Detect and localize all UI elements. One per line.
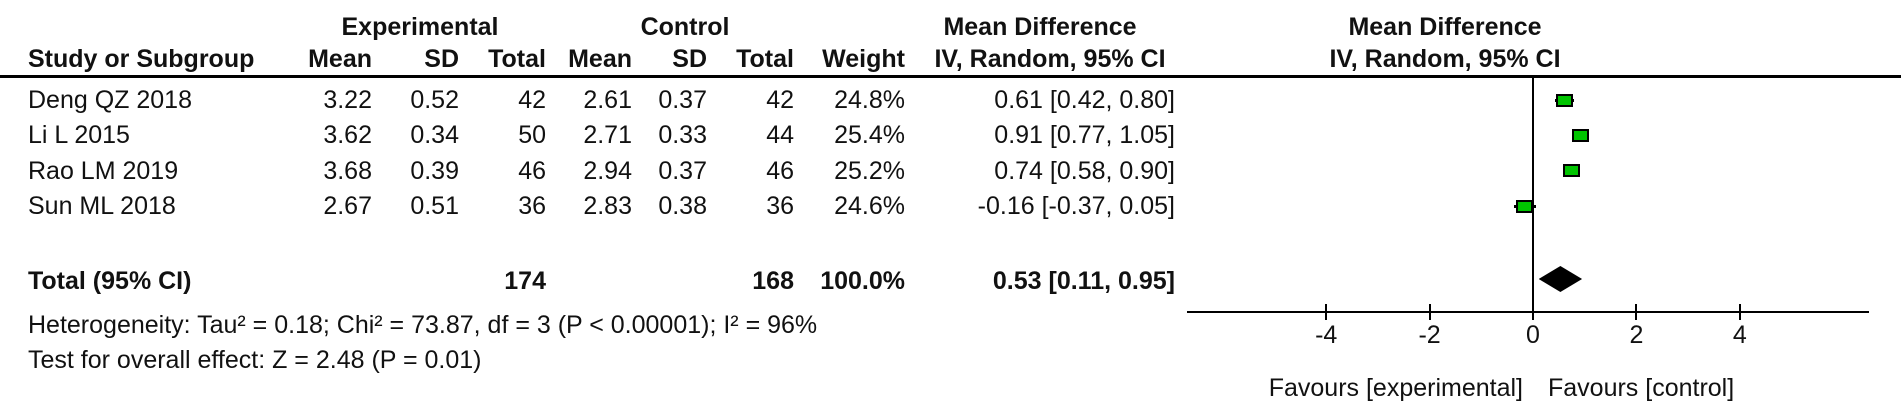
pooled-effect-diamond: [1538, 266, 1583, 292]
axis-label-favours-experimental: Favours [experimental]: [1268, 374, 1523, 402]
cell-weight: 25.4%: [834, 121, 905, 150]
x-axis-tick: [1738, 304, 1741, 320]
cell-mean-experimental: 3.22: [323, 86, 372, 114]
header-mean-experimental: Mean: [308, 45, 372, 73]
cell-mean-control: 2.83: [583, 192, 632, 221]
total-row: Total (95% CI) 174 168 100.0% 0.53 [0.11…: [0, 264, 1901, 298]
total-weight: 100.0%: [820, 267, 905, 295]
column-group-control: Control: [640, 13, 730, 41]
cell-total-experimental: 50: [518, 121, 546, 150]
overall-effect-note: Test for overall effect: Z = 2.48 (P = 0…: [28, 346, 482, 374]
column-group-experimental: Experimental: [341, 13, 499, 41]
cell-total-control: 44: [766, 121, 794, 150]
cell-sd-control: 0.38: [658, 192, 707, 221]
table-row: Li L 2015 3.62 0.34 50 2.71 0.33 44 25.4% 0.91 […: [0, 118, 1901, 152]
cell-study-label: Rao LM 2019: [28, 156, 179, 185]
header-mean-control: Mean: [568, 45, 632, 73]
cell-ci-value: 0.74 [0.58, 0.90]: [994, 156, 1175, 185]
cell-sd-control: 0.33: [658, 121, 707, 150]
cell-total-control: 42: [766, 86, 794, 114]
x-axis-tick: [1532, 304, 1534, 320]
cell-total-control: 46: [766, 156, 794, 185]
study-point-estimate-marker: [1516, 199, 1534, 213]
cell-mean-experimental: 2.67: [323, 192, 372, 221]
cell-total-control: 36: [766, 192, 794, 221]
cell-study-label: Deng QZ 2018: [28, 86, 192, 114]
cell-sd-experimental: 0.52: [410, 86, 459, 114]
cell-weight: 24.8%: [834, 86, 905, 114]
total-control-n: 168: [752, 267, 794, 295]
cell-sd-experimental: 0.51: [410, 192, 459, 221]
cell-weight: 24.6%: [834, 192, 905, 221]
cell-ci-value: 0.91 [0.77, 1.05]: [994, 121, 1175, 150]
column-group-mean-difference: Mean Difference: [943, 13, 1137, 41]
cell-study-label: Li L 2015: [28, 121, 130, 150]
x-axis-tick-label: 2: [1629, 321, 1644, 349]
cell-total-experimental: 42: [518, 86, 546, 114]
header-weight: Weight: [822, 45, 905, 73]
cell-total-experimental: 36: [518, 192, 546, 221]
table-row: Deng QZ 2018 3.22 0.52 42 2.61 0.37 42 24.8% 0.6…: [0, 83, 1901, 117]
header-total-control: Total: [736, 45, 794, 73]
cell-mean-experimental: 3.68: [323, 156, 372, 185]
header-ci-method: IV, Random, 95% CI: [934, 45, 1166, 73]
cell-sd-control: 0.37: [658, 86, 707, 114]
x-axis-tick: [1428, 304, 1431, 320]
heterogeneity-note: Heterogeneity: Tau² = 0.18; Chi² = 73.87…: [28, 311, 818, 339]
header-study-or-subgroup: Study or Subgroup: [28, 45, 255, 73]
header-divider-line: [0, 75, 1901, 78]
cell-ci-value: 0.61 [0.42, 0.80]: [994, 86, 1175, 114]
cell-study-label: Sun ML 2018: [28, 192, 176, 221]
plot-title: Mean Difference: [1348, 13, 1542, 41]
study-point-estimate-marker: [1571, 128, 1589, 142]
table-row: Sun ML 2018 2.67 0.51 36 2.83 0.38 36 24.6% -0.1…: [0, 189, 1901, 223]
x-axis-tick: [1635, 304, 1638, 320]
study-point-estimate-marker: [1556, 93, 1574, 107]
study-point-estimate-marker: [1562, 164, 1580, 178]
plot-subtitle: IV, Random, 95% CI: [1329, 45, 1561, 73]
header-sd-experimental: SD: [424, 45, 459, 73]
axis-label-favours-control: Favours [control]: [1548, 374, 1735, 402]
x-axis-tick-label: -2: [1418, 321, 1441, 349]
cell-weight: 25.2%: [834, 156, 905, 185]
cell-mean-control: 2.71: [583, 121, 632, 150]
cell-sd-experimental: 0.34: [410, 121, 459, 150]
cell-ci-value: -0.16 [-0.37, 0.05]: [977, 192, 1175, 221]
cell-sd-experimental: 0.39: [410, 156, 459, 185]
x-axis-tick-label: 4: [1732, 321, 1747, 349]
x-axis-tick: [1325, 304, 1328, 320]
total-label: Total (95% CI): [28, 267, 192, 295]
cell-sd-control: 0.37: [658, 156, 707, 185]
table-row: Rao LM 2019 3.68 0.39 46 2.94 0.37 46 25.2% 0.74…: [0, 154, 1901, 188]
header-sd-control: SD: [672, 45, 707, 73]
cell-mean-control: 2.94: [583, 156, 632, 185]
total-experimental-n: 174: [504, 267, 546, 295]
cell-mean-control: 2.61: [583, 86, 632, 114]
zero-effect-line: [1532, 78, 1534, 312]
header-total-experimental: Total: [488, 45, 546, 73]
x-axis-tick-label: -4: [1315, 321, 1338, 349]
x-axis-tick-label: 0: [1526, 321, 1540, 349]
total-ci-value: 0.53 [0.11, 0.95]: [992, 267, 1175, 295]
cell-mean-experimental: 3.62: [323, 121, 372, 150]
x-axis-line: [1186, 311, 1870, 313]
cell-total-experimental: 46: [518, 156, 546, 185]
